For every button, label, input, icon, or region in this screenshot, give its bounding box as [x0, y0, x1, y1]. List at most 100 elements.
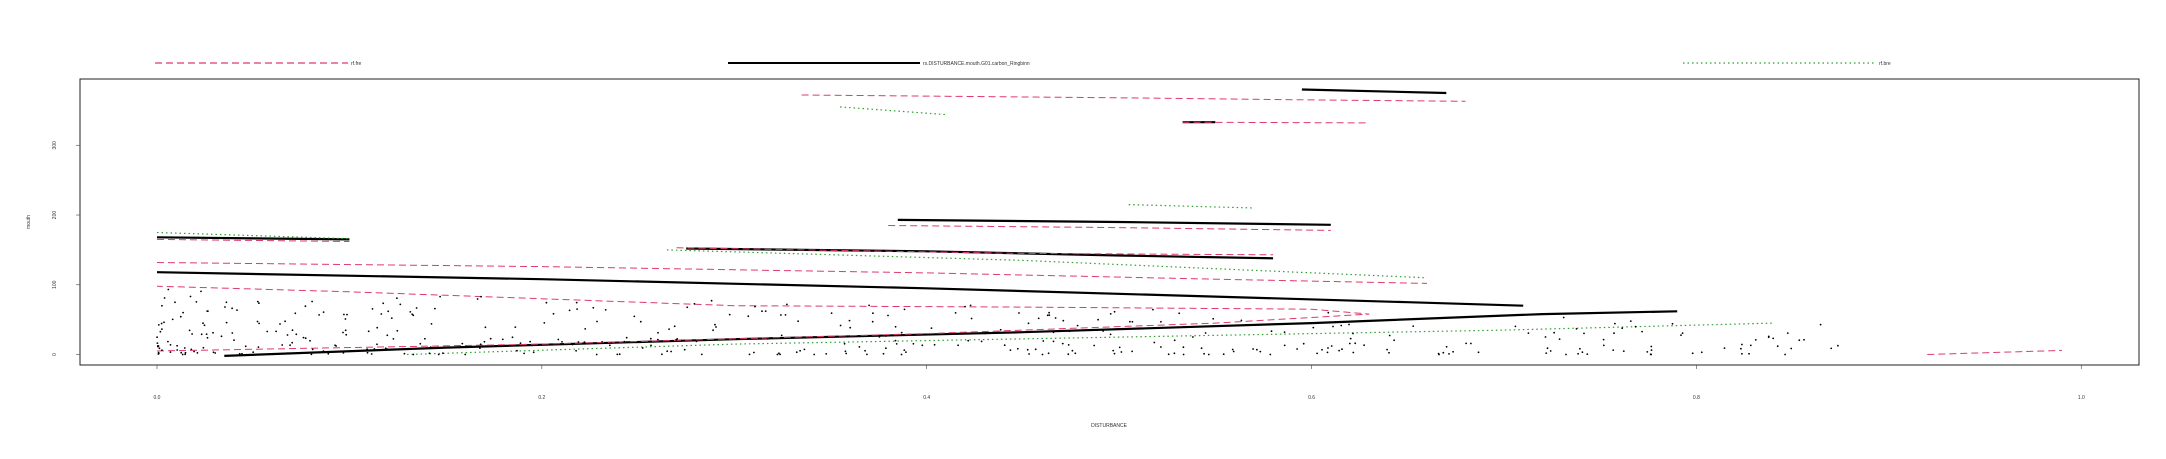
scatter-point: [224, 306, 226, 308]
scatter-point: [342, 352, 345, 354]
scatter-point: [188, 329, 191, 332]
scatter-point: [568, 309, 571, 312]
scatter-point: [161, 349, 163, 351]
scatter-point: [180, 351, 183, 354]
x-tick-label-4: 0.8: [1693, 395, 1700, 401]
series-line-6: [1301, 88, 1447, 95]
scatter-point: [871, 320, 874, 323]
scatter-point: [516, 349, 518, 352]
series-line-1: [156, 271, 1524, 307]
x-tick-label-5: 1.0: [2078, 395, 2085, 401]
legend-label-fre: rf.fre: [351, 61, 361, 67]
scatter-point: [205, 333, 208, 335]
scatter-point: [778, 352, 780, 355]
scatter-point: [304, 337, 307, 340]
scatter-point: [259, 353, 262, 356]
scatter-point: [1754, 339, 1757, 341]
legend: rf.fre rs.DISTURBANCE.mouth.G01.carbon_R…: [155, 61, 1891, 67]
scatter-point: [714, 323, 716, 326]
scatter-point: [1076, 324, 1079, 327]
scatter-point: [1212, 317, 1215, 320]
scatter-point: [1192, 336, 1194, 338]
scatter-point: [366, 348, 368, 351]
scatter-point: [764, 310, 767, 312]
x-tick-label-1: 0.2: [538, 395, 545, 401]
scatter-point: [980, 340, 983, 343]
scatter-point: [882, 352, 885, 355]
scatter-point: [885, 335, 887, 337]
x-tick-label-0: 0.0: [153, 395, 160, 401]
scatter-point: [231, 332, 234, 334]
scatter-point: [797, 320, 799, 323]
scatter-point: [214, 352, 217, 354]
scatter-point: [161, 304, 163, 307]
scatter-point: [206, 310, 209, 312]
series-line-15: [156, 231, 350, 240]
scatter-point: [584, 328, 587, 330]
scatter-point: [1283, 344, 1286, 347]
scatter-point: [885, 347, 887, 350]
scatter-point: [784, 314, 787, 316]
scatter-point: [430, 323, 433, 325]
scatter-point: [1316, 352, 1318, 355]
scatter-point: [1790, 347, 1793, 350]
scatter-point: [561, 341, 563, 343]
scatter-point: [366, 351, 369, 354]
scatter-point: [748, 353, 751, 356]
scatter-point: [286, 334, 289, 336]
scatter-point: [257, 346, 260, 348]
scatter-point: [1026, 348, 1029, 351]
scatter-point: [666, 350, 669, 353]
scatter-point: [849, 326, 852, 329]
scatter-point: [712, 329, 714, 332]
scatter-point: [1048, 314, 1051, 316]
scatter-point: [206, 336, 209, 339]
y-tick-label-3: 300: [52, 141, 58, 150]
scatter-point: [191, 333, 194, 335]
y-tick-label-2: 200: [52, 211, 58, 220]
scatter-point: [1448, 353, 1450, 355]
scatter-point: [1042, 340, 1045, 342]
scatter-point: [1477, 351, 1480, 354]
x-axis: 0.0 0.2 0.4 0.6 0.8 1.0 DISTURBANCE: [153, 365, 2085, 429]
scatter-point: [866, 353, 868, 356]
scatter-point: [371, 308, 374, 310]
scatter-point: [415, 307, 418, 309]
scatter-point: [476, 298, 479, 300]
scatter-point: [1348, 323, 1350, 326]
scatter-point: [1583, 332, 1585, 335]
scatter-point: [1061, 342, 1064, 345]
scatter-point: [668, 328, 670, 330]
scatter-point: [1740, 347, 1742, 350]
scatter-point: [195, 301, 198, 303]
scatter-point: [179, 315, 182, 318]
scatter-point: [182, 311, 185, 314]
scatter-point: [253, 353, 256, 356]
scatter-point: [484, 326, 487, 329]
scatter-point: [1068, 330, 1071, 333]
scatter-point: [1312, 326, 1315, 329]
scatter-point: [501, 338, 504, 341]
scatter-point: [233, 339, 235, 341]
scatter-point: [1338, 349, 1340, 352]
scatter-point: [176, 349, 179, 351]
scatter-point: [1681, 332, 1684, 334]
scatter-point: [930, 327, 933, 329]
scatter-point: [1067, 344, 1070, 346]
scatter-point: [649, 337, 652, 340]
scatter-point: [258, 302, 260, 305]
scatter-point: [887, 314, 889, 317]
scatter-point: [1749, 344, 1752, 347]
scatter-point: [1047, 352, 1050, 355]
scatter-point: [1553, 331, 1555, 334]
scatter-point: [1798, 339, 1801, 342]
scatter-point: [304, 305, 307, 308]
scatter-point: [903, 308, 906, 311]
scatter-point: [1240, 319, 1243, 322]
scatter-point: [1200, 347, 1203, 350]
scatter-point: [1680, 334, 1682, 336]
scatter-point: [686, 306, 689, 309]
scatter-point: [439, 295, 441, 298]
scatter-point: [279, 323, 281, 325]
scatter-point: [1034, 348, 1037, 351]
